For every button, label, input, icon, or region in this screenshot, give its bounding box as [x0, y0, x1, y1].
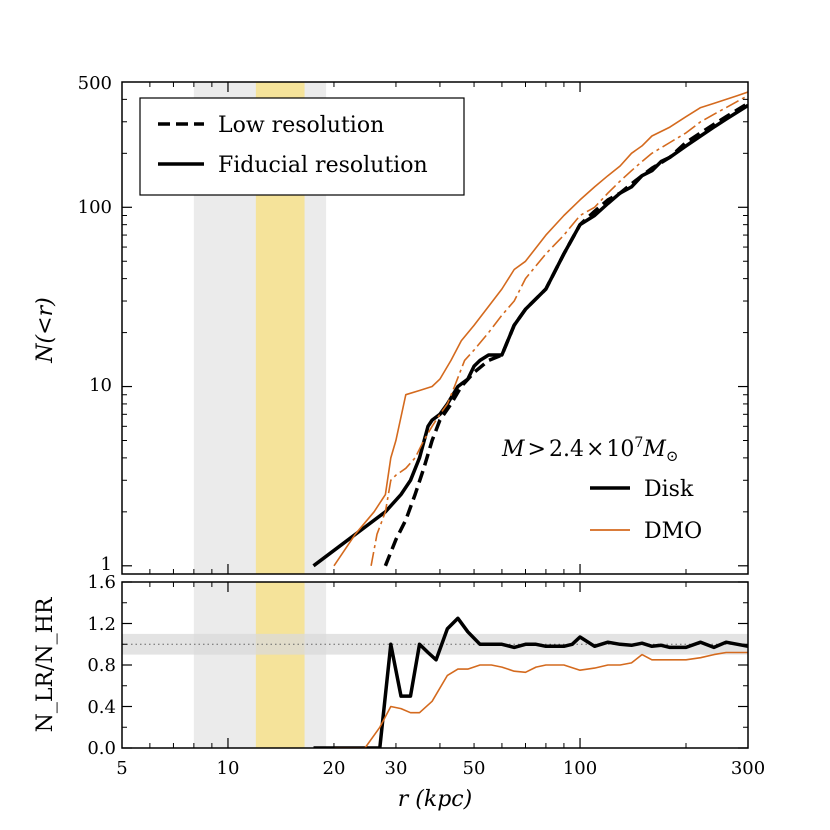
bottom-ytick-label-1.6: 1.6	[87, 572, 116, 593]
top-series-disk-low-resolution	[383, 101, 748, 567]
xtick-label-20: 20	[323, 758, 346, 779]
bottom-series-dmo	[334, 651, 748, 748]
xtick-label-300: 300	[731, 758, 765, 779]
legend-colors: Disk DMO	[590, 477, 702, 544]
bottom-series-group	[313, 616, 748, 748]
xlabel: r (kpc)	[398, 787, 472, 812]
top-panel: 1 10 100 500 N(<r) Low resolution Fiduci…	[33, 73, 749, 575]
legend-dmo-label: DMO	[644, 519, 702, 544]
xtick-label-50: 50	[463, 758, 486, 779]
bottom-series-disk	[313, 616, 748, 748]
bottom-ytick-label-0.8: 0.8	[87, 655, 116, 676]
top-series-dmo-fiducial	[333, 91, 748, 567]
bottom-panel: 0.0 0.4 0.8 1.2 1.6 5 10 20 30 50 100 30…	[33, 572, 765, 812]
xtick-label-10: 10	[217, 758, 240, 779]
xtick-label-5: 5	[116, 758, 127, 779]
ratio-reference-band	[122, 633, 748, 655]
legend-frame	[139, 97, 465, 196]
bottom-ytick-label-1.2: 1.2	[87, 614, 116, 635]
bottom-resolution-bands	[122, 582, 748, 748]
bottom-ytick-label-0.0: 0.0	[87, 738, 116, 759]
top-plot-frame	[121, 81, 749, 575]
top-ylabel: N(<r)	[33, 297, 58, 363]
top-series-group	[312, 91, 748, 568]
legend-fiducial-resolution-label: Fiducial resolution	[218, 153, 428, 178]
top-ytick-label-500: 500	[78, 73, 112, 94]
bottom-band-1	[255, 582, 305, 748]
mass-annotation: M >2.4×107M⊙	[501, 435, 678, 465]
top-ytick-label-1: 1	[101, 554, 112, 575]
legend-line-styles: Low resolution Fiducial resolution	[139, 97, 465, 196]
legend-disk-label: Disk	[644, 477, 694, 502]
bottom-ticks	[121, 581, 749, 749]
xtick-label-100: 100	[563, 758, 597, 779]
top-ticks	[121, 81, 749, 574]
legend-low-resolution-label: Low resolution	[218, 113, 384, 138]
bottom-ylabel: N_LR/N_HR	[33, 596, 58, 732]
xtick-label-30: 30	[385, 758, 408, 779]
bottom-ytick-label-0.4: 0.4	[87, 697, 116, 718]
top-ytick-label-10: 10	[89, 375, 112, 396]
top-ytick-label-100: 100	[78, 197, 112, 218]
